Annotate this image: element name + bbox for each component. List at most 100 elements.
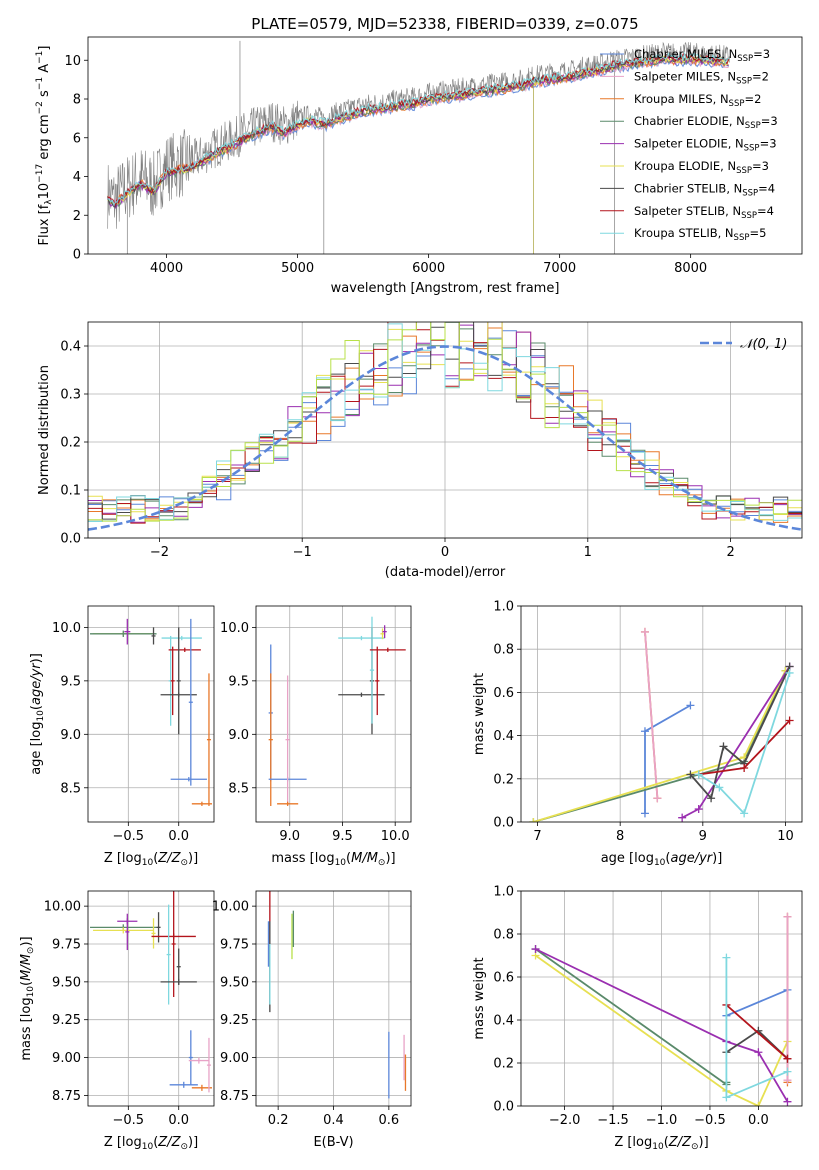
model-line-kroupa_stelib [107, 51, 729, 207]
histogram-kroupa_stelib [88, 322, 802, 522]
weight-marker [783, 1076, 792, 1085]
y-axis-label: mass [log10​(M/M⊙​)] [19, 936, 36, 1060]
legend-text: Chabrier STELIB, N [634, 181, 742, 195]
label-sub: ⊙ [180, 1142, 188, 1152]
y-tick-label: 0.8 [493, 928, 514, 943]
plot-area [268, 616, 406, 806]
axes-frame [87, 605, 215, 823]
label-sub: 10 [36, 710, 46, 722]
gaussian-curve [88, 345, 802, 531]
y-tick-label: 9.5 [228, 674, 249, 689]
label-text: age [log [601, 851, 654, 866]
label-italic: Z/Z [668, 1135, 692, 1150]
label-text: Z [log [104, 851, 142, 866]
weight-marker [722, 953, 731, 962]
y-tick-label: 9.25 [220, 1013, 249, 1028]
x-tick-label: 7 [533, 829, 541, 844]
y-tick-label: 9.00 [220, 1051, 249, 1066]
y-tick-label: 6 [73, 131, 81, 146]
x-tick-label: 4000 [150, 261, 183, 276]
weight-marker [783, 1097, 792, 1106]
age-vs-z-panel: −0.5 0.0 8.5 9.0 9.5 10.0 Z [log10​(Z/Z⊙​)] age… [29, 605, 215, 868]
label-text: ( [346, 851, 351, 866]
label-sub: ⊙ [378, 858, 386, 868]
weight-line-salpeter_elodie [681, 666, 791, 819]
weight-marker [783, 912, 792, 921]
x-tick-label: 0.0 [168, 829, 189, 844]
y-tick-label: 8.5 [228, 781, 249, 796]
label-italic: Z/Z [157, 1135, 181, 1150]
label-sup: −2 [35, 101, 45, 114]
weight-marker [640, 809, 649, 818]
y-tick-label: 0.2 [493, 1057, 514, 1072]
label-text: ( [153, 1135, 158, 1150]
legend-text: Kroupa ELODIE, N [634, 159, 736, 173]
label-text: )] [188, 851, 198, 866]
label-text: Z [log [614, 1135, 652, 1150]
figure-title: PLATE=0579, MJD=52338, FIBERID=0339, z=0… [251, 15, 638, 33]
y-tick-label: 0.8 [493, 643, 514, 658]
y-tick-label: 0.4 [60, 340, 81, 355]
weight-marker [640, 727, 649, 736]
y-tick-label: 4 [73, 170, 81, 185]
x-tick-label: 0.0 [168, 1113, 189, 1128]
label-text: s [37, 90, 52, 101]
y-tick-label: 10.00 [212, 900, 249, 915]
weight-marker [740, 764, 749, 772]
legend-sub: SSP [736, 166, 752, 176]
model-line-salpeter_stelib [107, 53, 730, 207]
legend-text: =3 [761, 114, 778, 128]
axes-frame [87, 36, 803, 255]
y-axis-label: Normed distribution [37, 365, 52, 495]
label-sub: 10 [335, 858, 347, 868]
y-tick-label: 0.1 [60, 484, 81, 499]
label-italic: M/M [19, 954, 34, 981]
x-tick-label: 5000 [281, 261, 314, 276]
y-tick-label: 9.50 [52, 975, 81, 990]
y-axis-label: Flux [fλ​10−17​ erg cm−2​ s−1​ A−1​] [35, 46, 54, 246]
x-tick-label: −2.0 [549, 1113, 581, 1128]
plot-area [107, 40, 730, 254]
label-text: )] [699, 1135, 709, 1150]
legend-text: Kroupa MILES, N [634, 92, 729, 106]
y-tick-label: 8.75 [52, 1089, 81, 1104]
x-tick-label: −1 [293, 545, 312, 560]
label-italic: age/yr [670, 851, 713, 866]
label-sub: λ [44, 199, 54, 205]
y-tick-label: 9.50 [220, 975, 249, 990]
y-tick-label: 9.75 [220, 937, 249, 952]
weight-marker [653, 794, 662, 803]
y-tick-label: 0.0 [493, 816, 514, 831]
legend-sub: SSP [734, 233, 750, 243]
label-text: ( [665, 851, 670, 866]
legend-entry: Kroupa MILES, NSSP=2 [634, 92, 761, 109]
y-tick-label: 0.0 [60, 532, 81, 547]
legend-sub: SSP [744, 144, 760, 154]
weight-line-kroupa_stelib [725, 957, 788, 1099]
legend-sub: SSP [745, 121, 761, 131]
legend-text: Salpeter ELODIE, N [634, 137, 744, 151]
x-axis-label: (data-model)/error [385, 565, 506, 580]
legend-text: =2 [744, 92, 761, 106]
weight-marker [785, 716, 794, 725]
y-tick-label: 1.0 [493, 885, 514, 900]
weight-marker [754, 1102, 763, 1106]
label-sub: 10 [142, 1142, 154, 1152]
label-text: age [log [29, 722, 44, 775]
axes-frame [255, 890, 412, 1107]
axes-frame [87, 321, 803, 539]
legend-entry: Chabrier ELODIE, NSSP=3 [634, 114, 778, 131]
x-tick-label: −1.5 [597, 1113, 629, 1128]
x-axis-label: age [log10​(age/yr)] [601, 851, 723, 868]
legend-entry: Salpeter ELODIE, NSSP=3 [634, 137, 777, 154]
y-tick-label: 9.0 [60, 728, 81, 743]
weight-line-kroupa_elodie [534, 954, 789, 1106]
axes-frame [520, 605, 803, 823]
label-sub: 10 [142, 858, 154, 868]
label-text: )] [712, 851, 722, 866]
legend-entry: Salpeter MILES, NSSP=2 [634, 69, 769, 86]
y-tick-label: 10.00 [44, 900, 81, 915]
legend-text: Kroupa STELIB, N [634, 226, 734, 240]
x-tick-label: 2 [726, 545, 734, 560]
